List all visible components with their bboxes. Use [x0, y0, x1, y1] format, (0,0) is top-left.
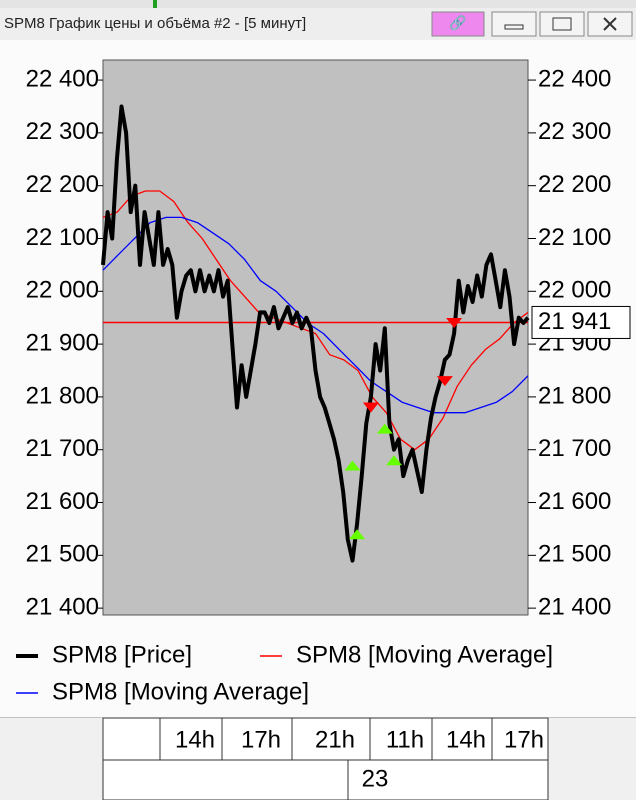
icon: [552, 17, 572, 31]
sell-signal: [446, 317, 463, 328]
y2-tick-label: 21 600: [538, 488, 611, 515]
day-row: [102, 759, 549, 800]
y-tick-label: 22 300: [26, 118, 99, 145]
time-label: 14h: [446, 726, 486, 753]
y2-tick-label: 22 400: [538, 65, 611, 92]
time-label: 21h: [315, 726, 355, 753]
icon: [504, 24, 524, 30]
buy-signal: [344, 460, 361, 471]
y2-tick-label: 22 200: [538, 171, 611, 198]
day-label: 23: [362, 765, 389, 792]
y2-tick-label: 21 700: [538, 435, 611, 462]
legend-label: SPM8 [Moving Average]: [52, 678, 309, 705]
y-tick-label: 21 800: [26, 382, 99, 409]
buy-signal: [386, 455, 403, 466]
toolbar-icon: [153, 0, 157, 8]
sell-signal: [362, 402, 379, 413]
y-tick-label: 21 900: [26, 329, 99, 356]
y-tick-label: 22 200: [26, 171, 99, 198]
plot: [101, 104, 530, 563]
icon: [603, 17, 617, 31]
y2-tick-label: 21 400: [538, 593, 611, 620]
y-tick-label: 22 400: [26, 65, 99, 92]
legend-label: SPM8 [Price]: [52, 641, 192, 668]
y-tick-label: 21 700: [26, 435, 99, 462]
y2-tick-label: 21 500: [538, 541, 611, 568]
last-price-label: 21 941: [538, 308, 611, 335]
window-title: SPM8 График цены и объёма #2 - [5 минут]: [4, 15, 306, 32]
buy-signal: [376, 423, 393, 434]
series-line: [102, 216, 529, 414]
series-line: [101, 104, 530, 563]
time-label: 11h: [386, 726, 424, 753]
link-icon: 🔗: [449, 14, 467, 32]
y2-tick-label: 22 000: [538, 277, 611, 304]
y-tick-label: 21 500: [26, 541, 99, 568]
y-tick-label: 22 100: [26, 224, 99, 251]
legend-label: SPM8 [Moving Average]: [296, 641, 553, 668]
y-tick-label: 21 600: [26, 488, 99, 515]
time-label: 17h: [241, 726, 281, 753]
y-tick-label: 22 000: [26, 277, 99, 304]
sell-signal: [436, 376, 453, 387]
toolbar: [0, 0, 636, 8]
y2-tick-label: 21 800: [538, 382, 611, 409]
last-price-box: [531, 305, 631, 339]
y2-tick-label: 22 100: [538, 224, 611, 251]
minimize-button[interactable]: [491, 11, 537, 37]
buy-signal: [349, 529, 366, 540]
y-tick-label: 21 400: [26, 593, 99, 620]
y2-tick-label: 22 300: [538, 118, 611, 145]
time-label: 14h: [175, 726, 215, 753]
plot-area: [102, 59, 529, 616]
maximize-button[interactable]: [539, 11, 585, 37]
link-button[interactable]: [431, 11, 485, 37]
series-line: [102, 190, 529, 451]
time-row: [102, 717, 549, 761]
time-label: 17h: [504, 726, 544, 753]
